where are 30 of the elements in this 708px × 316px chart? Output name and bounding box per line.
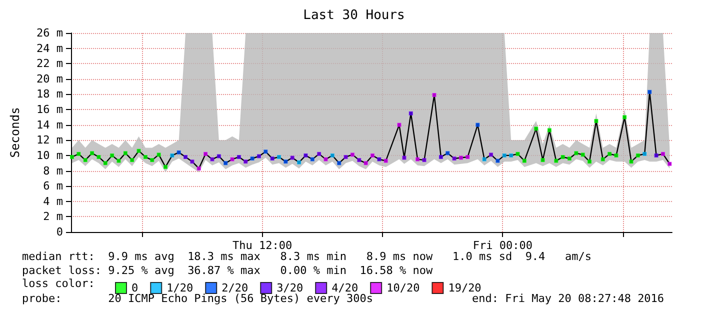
y-axis-title: Seconds	[8, 107, 22, 158]
legend-label: 19/20	[448, 282, 482, 294]
y-tick-label: 6 m	[43, 180, 64, 193]
y-tick-label: 18 m	[36, 88, 64, 101]
text: probe: 20 ICMP Echo Pings (56 Bytes) every 300s	[22, 292, 373, 305]
x-tick-label: Fri 00:00	[472, 239, 533, 252]
chart-title: Last 30 Hours	[303, 8, 405, 23]
legend-label: 2/20	[222, 282, 248, 294]
text: packet loss: 9.25 % avg 36.87 % max 0.00 % min 16.58 % now	[22, 264, 433, 277]
y-tick-label: 22 m	[36, 57, 64, 70]
x-tick-label: Thu 12:00	[232, 239, 292, 252]
y-tick-label: 16 m	[36, 103, 64, 116]
y-tick-label: 2 m	[43, 210, 64, 224]
y-tick-label: 10 m	[36, 148, 64, 162]
y-tick-label: 20 m	[36, 72, 64, 86]
text: median rtt: 9.9 ms avg 18.3 ms max 8.3 ms min 8.9 ms now 1.0 ms sd 9.4 am/s	[22, 250, 592, 263]
y-tick-label: 4 m	[43, 194, 64, 208]
text: end: Fri May 20 08:27:48 2016	[472, 292, 664, 305]
y-tick-label: 0	[56, 226, 63, 238]
y-tick-label: 8 m	[43, 164, 64, 178]
legend-label: 0	[132, 282, 138, 294]
legend-title: loss color:	[22, 277, 95, 290]
y-tick-label: 14 m	[36, 118, 64, 132]
y-tick-label: 26 m	[36, 26, 64, 40]
legend-label: 3/20	[276, 282, 304, 294]
y-tick-label: 24 m	[36, 42, 64, 55]
legend-label: 4/20	[332, 282, 358, 294]
y-tick-label: 12 m	[36, 134, 64, 147]
legend-label: 1/20	[166, 282, 194, 294]
legend-label: 10/20	[386, 282, 420, 294]
